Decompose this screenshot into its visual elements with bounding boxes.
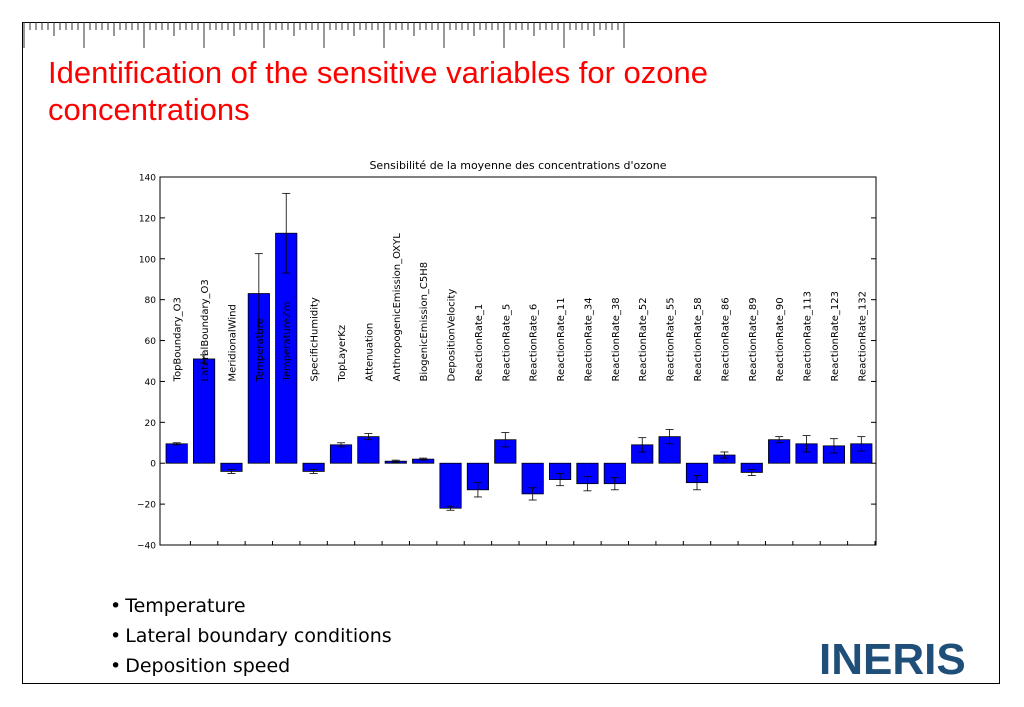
category-label: LateralBoundary_O3 bbox=[200, 279, 211, 381]
category-label: DepositionVelocity bbox=[447, 289, 458, 382]
y-tick-label: 0 bbox=[150, 460, 156, 470]
bar bbox=[329, 444, 353, 464]
bar bbox=[768, 439, 791, 464]
slide-frame bbox=[22, 22, 1000, 684]
category-label: ReactionRate_11 bbox=[556, 297, 567, 381]
bullet-item: Deposition speed bbox=[110, 651, 392, 681]
category-label: TopBoundary_O3 bbox=[173, 297, 184, 382]
category-label: TopLayerKz bbox=[337, 325, 348, 383]
category-label: ReactionRate_38 bbox=[611, 297, 622, 381]
category-label: ReactionRate_34 bbox=[583, 297, 594, 381]
logo-text: INERIS bbox=[819, 635, 966, 683]
y-tick-label: 120 bbox=[139, 214, 156, 224]
bar bbox=[165, 443, 188, 464]
category-label: ReactionRate_52 bbox=[638, 297, 649, 381]
category-label: Temperature bbox=[255, 318, 266, 382]
ozone-sensitivity-bar-chart: Sensibilité de la moyenne des concentrat… bbox=[137, 159, 877, 551]
bullet-list: Temperature Lateral boundary conditions … bbox=[110, 591, 392, 681]
category-label: ReactionRate_1 bbox=[474, 304, 485, 382]
y-tick-label: 100 bbox=[139, 255, 156, 265]
y-tick-label: −20 bbox=[137, 501, 156, 511]
bullet-item: Temperature bbox=[110, 591, 392, 621]
category-label: SpecificHumidity bbox=[310, 297, 321, 381]
y-tick-label: 140 bbox=[139, 174, 156, 184]
category-label: ReactionRate_113 bbox=[803, 291, 814, 381]
category-label: ReactionRate_90 bbox=[775, 297, 786, 381]
category-label: MeridionalWind bbox=[227, 304, 238, 381]
category-label: ReactionRate_132 bbox=[857, 291, 868, 381]
chart-title: Sensibilité de la moyenne des concentrat… bbox=[369, 159, 666, 172]
ineris-logo: INERIS bbox=[819, 635, 966, 683]
bar bbox=[439, 462, 462, 509]
category-label: ReactionRate_86 bbox=[720, 297, 731, 381]
bar bbox=[357, 436, 380, 464]
category-label: Attenuation bbox=[364, 323, 375, 382]
category-label: ReactionRate_5 bbox=[501, 304, 512, 382]
category-label: TemperatureZm bbox=[282, 302, 293, 383]
y-tick-label: −40 bbox=[137, 542, 156, 551]
category-label: ReactionRate_55 bbox=[666, 297, 677, 381]
bullet-item: Lateral boundary conditions bbox=[110, 621, 391, 651]
plot-area bbox=[159, 176, 877, 546]
top-ruler bbox=[23, 22, 625, 48]
category-label: ReactionRate_89 bbox=[748, 297, 759, 381]
category-label: ReactionRate_6 bbox=[529, 304, 540, 382]
category-label: ReactionRate_123 bbox=[830, 291, 841, 381]
y-tick-label: 20 bbox=[145, 419, 157, 429]
y-tick-label: 40 bbox=[145, 378, 157, 388]
category-label: ReactionRate_58 bbox=[693, 297, 704, 381]
category-label: AnthropogenicEmission_OXYL bbox=[392, 233, 403, 382]
category-label: BiogenicEmission_C5H8 bbox=[419, 262, 430, 382]
y-tick-label: 80 bbox=[145, 296, 157, 306]
y-tick-label: 60 bbox=[145, 337, 157, 347]
slide-title: Identification of the sensitive variable… bbox=[48, 55, 708, 127]
